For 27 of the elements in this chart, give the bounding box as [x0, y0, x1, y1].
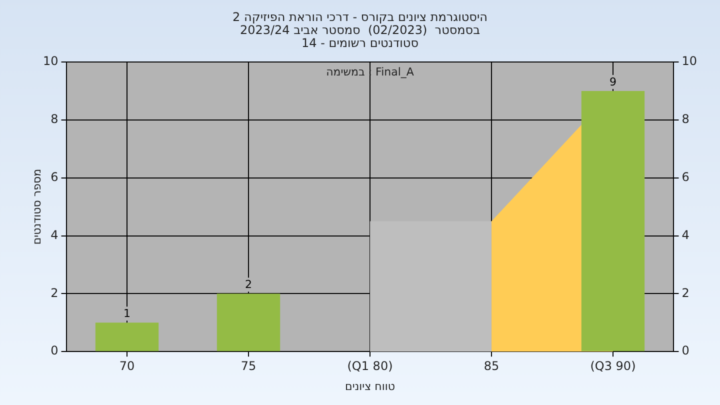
- data-label: 9: [609, 75, 616, 88]
- annotation: במשימה : Final_A: [326, 65, 414, 78]
- x-tick-label: (Q3 90): [590, 358, 636, 373]
- y2-tick-label: 8: [682, 112, 690, 126]
- y-tick-label: 6: [50, 170, 58, 184]
- y-tick-label: 8: [50, 112, 58, 126]
- chart-subtitle: בסמסטר (02/2023) סמסטר אביב 2023/24 סטודנטים רשומים - 14: [240, 23, 480, 50]
- chart-title: היסטוגרמת ציונים בקורס - דרכי הוראת הפיזיקה 2: [232, 10, 488, 24]
- bar: [216, 294, 280, 352]
- x-tick-label: 85: [484, 358, 500, 373]
- data-label: 2: [245, 278, 252, 292]
- x-tick-label: (Q1 80): [347, 358, 393, 373]
- y-tick-label: 2: [50, 286, 58, 300]
- y2-tick-label: 2: [682, 286, 690, 300]
- y2-tick-label: 4: [682, 228, 690, 242]
- y2-tick-label: 6: [682, 170, 690, 184]
- y-tick-label: 0: [50, 344, 58, 358]
- y-tick-label: 4: [50, 228, 58, 242]
- x-tick-label: 70: [119, 358, 135, 373]
- y2-tick-label: 10: [682, 54, 698, 68]
- y-axis-title: מספר סטודנטים: [30, 168, 44, 245]
- y-tick-label: 10: [42, 54, 58, 68]
- x-axis-title: טווח ציונים: [345, 380, 395, 393]
- data-label: 1: [124, 307, 131, 320]
- y2-tick-label: 0: [682, 344, 690, 358]
- bar: [95, 322, 159, 352]
- x-tick-label: 75: [240, 358, 256, 373]
